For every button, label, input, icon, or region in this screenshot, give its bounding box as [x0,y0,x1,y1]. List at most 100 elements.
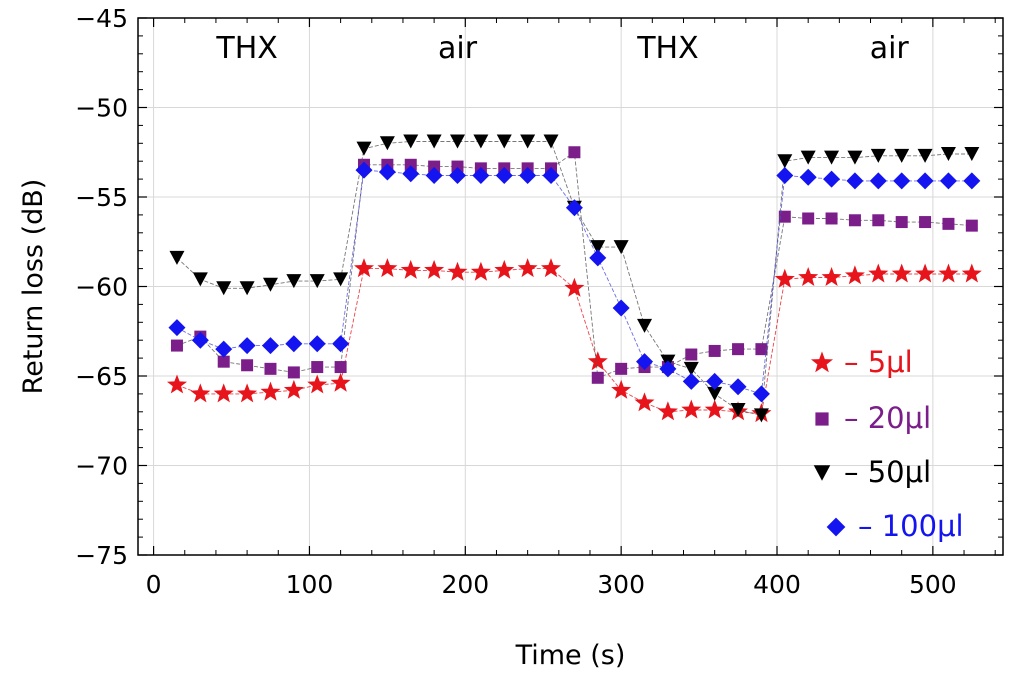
data-point [848,214,861,227]
data-point [706,372,724,390]
data-point [683,361,699,376]
data-point [964,147,980,162]
y-tick-label: −70 [75,452,128,481]
data-point [307,374,328,394]
data-point [938,263,959,283]
data-point [426,134,442,149]
data-point [589,249,607,267]
x-axis-title: Time (s) [515,640,626,671]
data-point [542,167,560,185]
data-point [333,272,349,287]
x-tick-label: 500 [909,570,957,599]
legend-marker-diamond [826,517,846,537]
legend-label: – 100μl [858,509,964,543]
region-label: air [870,31,910,66]
data-point [167,374,187,394]
axes: 0 100 200 300 400 500 −75 −70 −65 −60 −55 −50 −45 [75,4,1003,599]
y-tick-label: −65 [75,362,128,391]
data-point [961,263,982,283]
data-point [519,167,537,185]
data-point [354,258,374,278]
data-point [915,263,936,283]
x-tick-label: 0 [146,570,162,599]
data-point [587,351,608,371]
data-point [821,267,842,286]
data-point [940,147,956,162]
series-diamond [168,161,981,403]
data-point [868,263,889,283]
data-point [891,263,912,283]
data-point [564,277,585,297]
data-point [217,355,230,368]
legend-marker-star [811,351,833,373]
region-label: THX [215,31,277,66]
data-point [449,167,467,185]
y-tick-label: −75 [75,541,128,570]
data-point [869,172,887,190]
legend-label: – 20μl [844,401,931,435]
data-point [495,167,513,185]
data-point [428,160,441,173]
data-point [262,277,278,292]
y-axis-title: Return loss (dB) [18,179,49,395]
data-point [378,163,396,181]
data-point [379,136,395,151]
data-point [707,386,723,401]
data-point [657,401,678,421]
data-point [894,148,910,163]
data-point [169,250,185,265]
data-point [919,216,932,229]
data-point [400,259,421,279]
data-point [730,403,746,418]
data-point [636,353,654,371]
data-point [496,134,512,149]
data-point [470,261,491,281]
data-point [774,268,795,288]
x-tick-label: 200 [441,570,489,599]
data-point [753,408,769,423]
region-label: air [438,31,478,66]
data-point [708,344,721,357]
data-point [216,281,232,296]
data-point [356,141,372,156]
data-point [213,383,234,403]
data-point [192,272,208,287]
y-tick-label: −55 [75,183,128,212]
data-point [568,146,581,159]
data-point [634,392,655,412]
data-point [845,265,865,285]
data-point [847,150,863,165]
data-point [752,385,770,403]
data-point [191,331,209,349]
data-point [824,150,840,165]
data-point [659,360,677,378]
data-point [893,172,911,190]
data-point [615,362,628,375]
data-point [825,212,838,225]
data-point [755,343,768,356]
data-point [520,134,536,149]
data-point [473,134,489,149]
data-point [612,299,630,317]
data-point [939,172,957,190]
series-star [167,258,982,423]
data-point [942,217,955,230]
data-point [451,160,464,173]
data-point [403,134,419,149]
x-tick-label: 100 [286,570,334,599]
data-point [334,361,347,374]
data-point [776,167,794,185]
data-point [377,258,398,278]
data-point [168,319,186,337]
data-point [777,154,793,169]
y-tick-label: −60 [75,273,128,302]
data-point [261,337,279,355]
data-point [287,366,300,379]
data-point [872,214,885,227]
data-point [895,216,908,229]
data-point [494,259,515,279]
y-tick-label: −45 [75,4,128,33]
data-point [800,150,816,165]
